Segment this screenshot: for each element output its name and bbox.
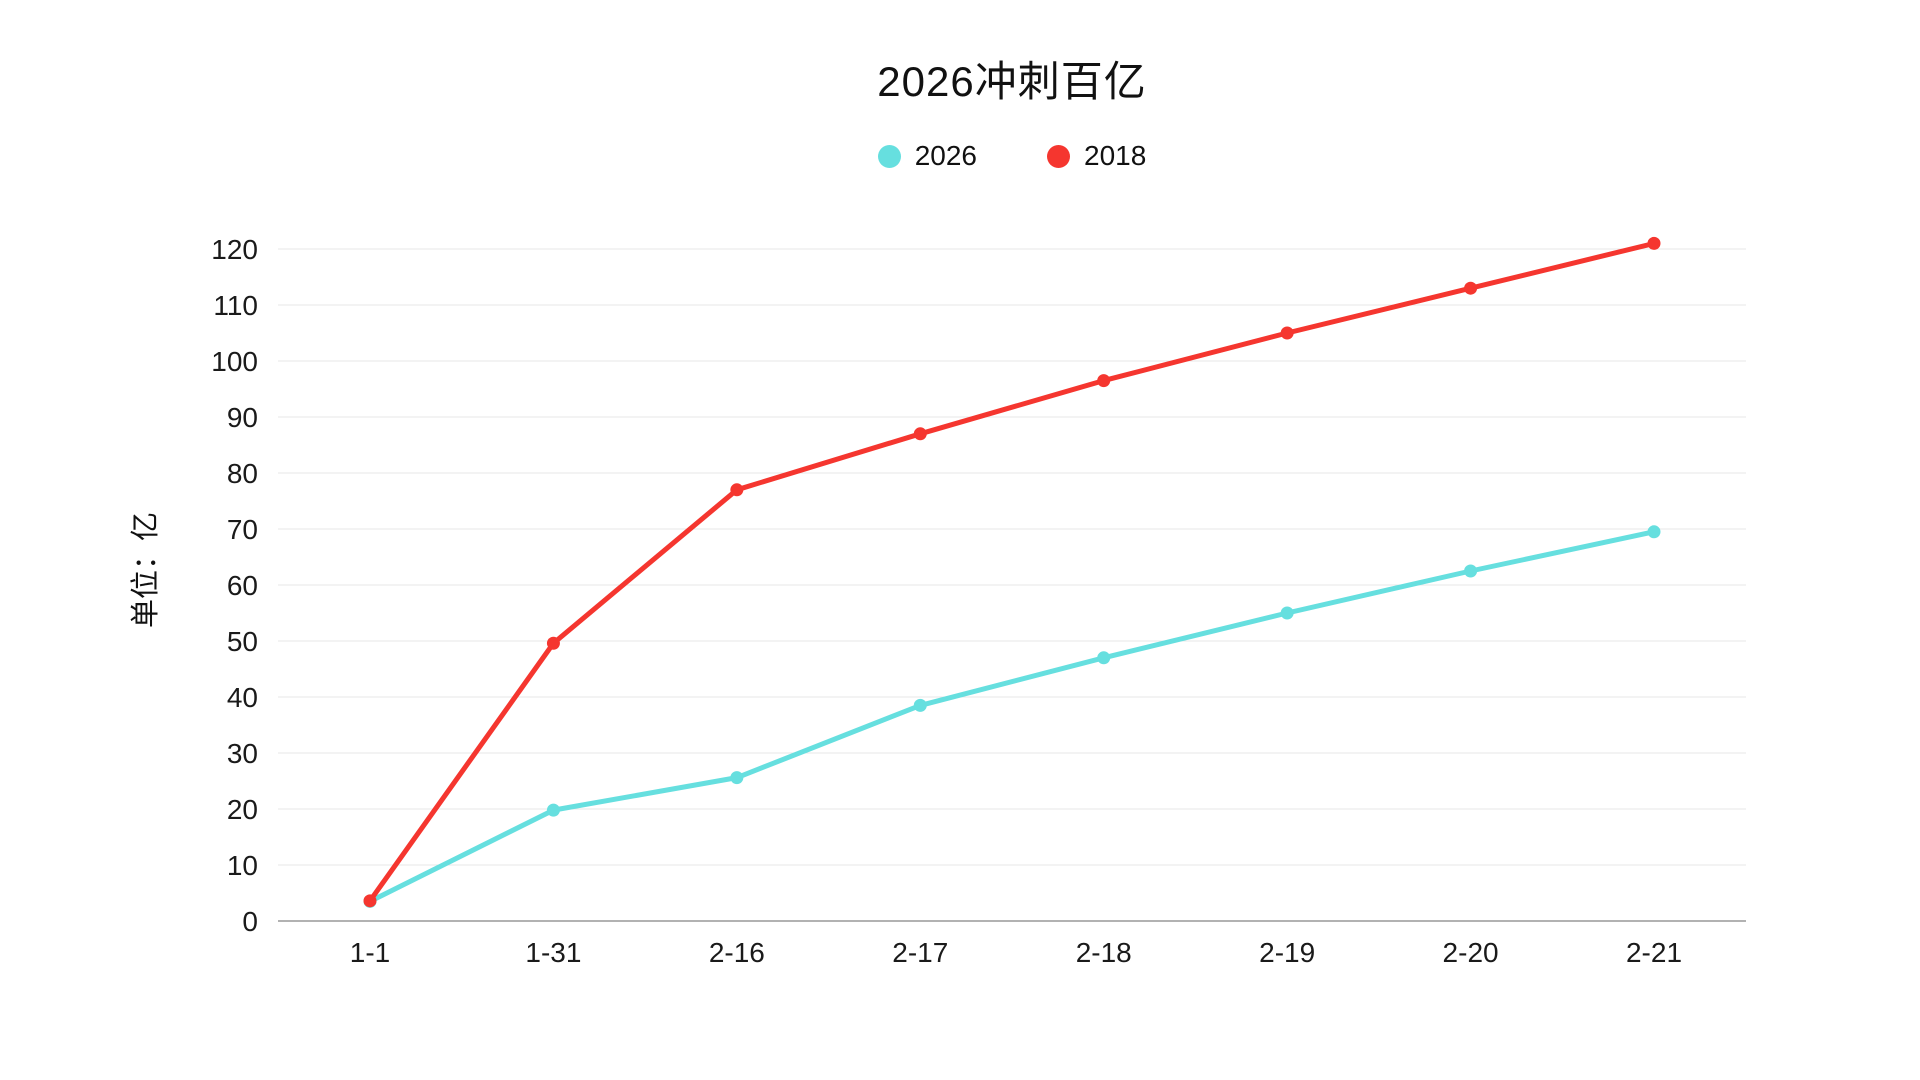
y-tick-label: 30 xyxy=(227,738,258,769)
x-tick-label: 2-16 xyxy=(709,937,765,968)
y-tick-label: 80 xyxy=(227,458,258,489)
y-tick-label: 120 xyxy=(211,234,258,265)
x-tick-label: 2-17 xyxy=(892,937,948,968)
y-tick-label: 100 xyxy=(211,346,258,377)
legend-label-2026: 2026 xyxy=(914,140,977,171)
data-point-2018[interactable] xyxy=(1280,326,1294,340)
legend-marker-2018-icon xyxy=(1047,144,1070,168)
data-point-2018[interactable] xyxy=(1464,281,1478,295)
data-point-2018[interactable] xyxy=(1097,374,1111,388)
y-tick-label: 110 xyxy=(213,290,258,321)
data-point-2018[interactable] xyxy=(546,636,560,650)
data-point-2026[interactable] xyxy=(1280,606,1294,620)
legend-label-2018: 2018 xyxy=(1084,140,1147,171)
data-point-2026[interactable] xyxy=(1647,525,1661,539)
x-tick-label: 2-20 xyxy=(1443,937,1499,968)
data-point-2018[interactable] xyxy=(730,483,744,497)
x-tick-label: 1-1 xyxy=(350,937,390,968)
legend-item-2018[interactable]: 2018 xyxy=(1047,140,1146,172)
y-tick-label: 10 xyxy=(227,850,258,881)
data-point-2018[interactable] xyxy=(1647,236,1661,250)
x-tick-label: 2-19 xyxy=(1259,937,1315,968)
chart-title: 2026冲刺百亿 xyxy=(877,58,1147,105)
x-tick-label: 2-18 xyxy=(1076,937,1132,968)
x-tick-label: 2-21 xyxy=(1626,937,1682,968)
data-point-2018[interactable] xyxy=(363,894,377,908)
y-tick-label: 90 xyxy=(227,402,258,433)
data-point-2026[interactable] xyxy=(1464,564,1478,578)
y-tick-label: 20 xyxy=(227,794,258,825)
y-tick-label: 50 xyxy=(227,626,258,657)
series-line-2018[interactable] xyxy=(367,240,1657,904)
series-line-2026[interactable] xyxy=(367,529,1657,904)
legend-item-2026[interactable]: 2026 xyxy=(877,140,977,172)
data-point-2026[interactable] xyxy=(913,698,927,712)
x-tick-label: 1-31 xyxy=(525,937,581,968)
legend: 2026 2018 xyxy=(278,140,1746,172)
legend-marker-2026-icon xyxy=(877,144,901,168)
data-point-2018[interactable] xyxy=(913,427,927,441)
y-tick-label: 60 xyxy=(227,570,258,601)
y-tick-label: 0 xyxy=(242,906,258,937)
data-point-2026[interactable] xyxy=(1097,651,1111,665)
y-tick-label: 40 xyxy=(227,682,258,713)
data-point-2026[interactable] xyxy=(546,803,560,817)
y-tick-label: 70 xyxy=(227,514,258,545)
data-point-2026[interactable] xyxy=(730,771,744,785)
